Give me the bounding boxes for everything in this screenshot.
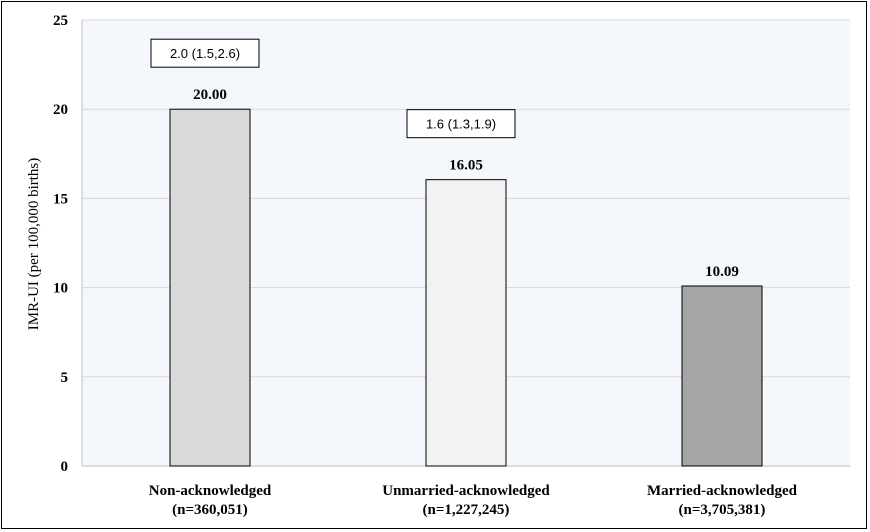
y-tick-label: 25 [53, 13, 68, 29]
category-label: Unmarried-acknowledged [382, 483, 550, 499]
bar [169, 108, 251, 467]
bar [425, 179, 507, 467]
annotation-text: 2.0 (1.5,2.6) [170, 46, 240, 61]
category-labels: Non-acknowledged (n=360,051) Unmarried-ack… [149, 483, 798, 518]
annotation-boxes: 2.0 (1.5,2.6) 1.6 (1.3,1.9) [150, 38, 516, 139]
bar [681, 285, 763, 467]
y-tick-label: 20 [53, 102, 68, 118]
bars [169, 108, 763, 467]
y-tick-label: 15 [53, 191, 68, 207]
y-tick-labels: 0 5 10 15 20 25 [53, 13, 68, 475]
category-label: Non-acknowledged [149, 483, 272, 499]
y-tick-label: 0 [61, 459, 69, 475]
annotation-box: 2.0 (1.5,2.6) [150, 38, 260, 68]
annotation-text: 1.6 (1.3,1.9) [426, 117, 496, 132]
category-count-label: (n=1,227,245) [423, 502, 510, 518]
bar-value-label: 16.05 [449, 158, 483, 174]
y-axis-label: IMR-UI (per 100,000 births) [26, 158, 42, 330]
category-count-label: (n=3,705,381) [679, 502, 766, 518]
bar-value-label: 20.00 [193, 87, 227, 103]
value-labels: 20.00 16.05 10.09 [193, 87, 739, 280]
y-tick-label: 5 [61, 370, 69, 386]
category-count-label: (n=360,051) [172, 502, 248, 518]
annotation-box: 1.6 (1.3,1.9) [406, 109, 516, 139]
bar-value-label: 10.09 [705, 264, 739, 280]
category-label: Married-acknowledged [647, 483, 798, 499]
y-tick-label: 10 [53, 281, 68, 297]
